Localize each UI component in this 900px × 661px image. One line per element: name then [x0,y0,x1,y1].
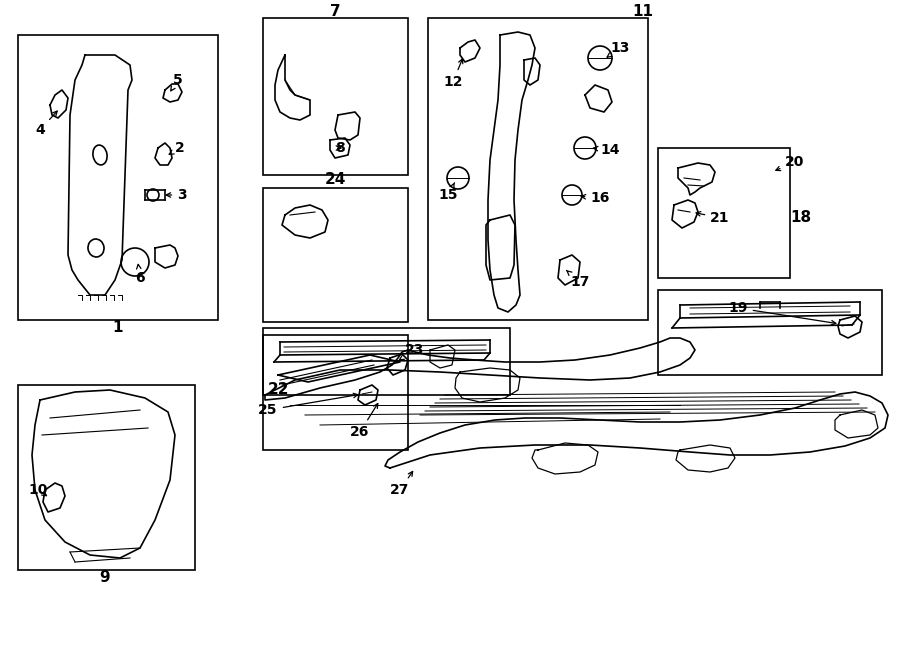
Text: 20: 20 [776,155,805,171]
Text: 24: 24 [324,173,346,188]
Text: 21: 21 [696,211,730,225]
Text: 14: 14 [593,143,620,157]
Text: 23: 23 [400,343,425,360]
Text: 11: 11 [633,5,653,20]
Text: 22: 22 [268,383,290,397]
Text: 12: 12 [443,59,463,89]
Bar [428,18,648,320]
Text: 7: 7 [329,5,340,20]
Bar [263,328,510,395]
Text: 17: 17 [566,270,590,289]
Bar [263,335,408,450]
Text: 18: 18 [790,210,811,225]
Text: 13: 13 [607,41,630,58]
Text: 4: 4 [35,111,58,137]
Bar [18,35,218,320]
Text: 19: 19 [728,301,836,325]
Bar [263,18,408,175]
Text: 26: 26 [350,403,378,439]
Bar [263,188,408,322]
Text: 10: 10 [28,483,48,497]
Text: 15: 15 [438,182,458,202]
Bar [658,290,882,375]
Text: 8: 8 [335,141,345,155]
Bar [658,148,790,278]
Text: 9: 9 [100,570,111,586]
Text: 2: 2 [169,141,184,155]
Text: 6: 6 [135,264,145,285]
Text: 16: 16 [581,191,609,205]
Text: 25: 25 [258,393,358,417]
Text: 5: 5 [171,73,183,91]
Text: 3: 3 [166,188,187,202]
Bar [18,385,195,570]
Text: 27: 27 [391,471,412,497]
Text: 1: 1 [112,319,123,334]
